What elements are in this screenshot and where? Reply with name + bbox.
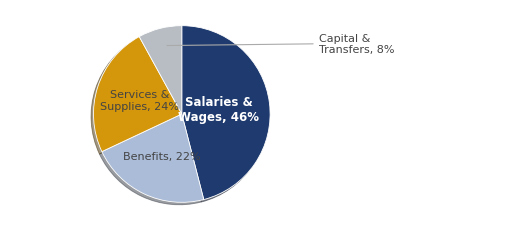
Text: Capital &
Transfers, 8%: Capital & Transfers, 8% (167, 33, 394, 55)
Wedge shape (102, 114, 204, 202)
Wedge shape (139, 27, 182, 114)
Text: Services &
Supplies, 24%: Services & Supplies, 24% (100, 90, 179, 111)
Text: Salaries &
Wages, 46%: Salaries & Wages, 46% (178, 96, 259, 124)
Wedge shape (93, 37, 182, 152)
Text: Benefits, 22%: Benefits, 22% (123, 151, 201, 161)
Wedge shape (182, 27, 270, 200)
